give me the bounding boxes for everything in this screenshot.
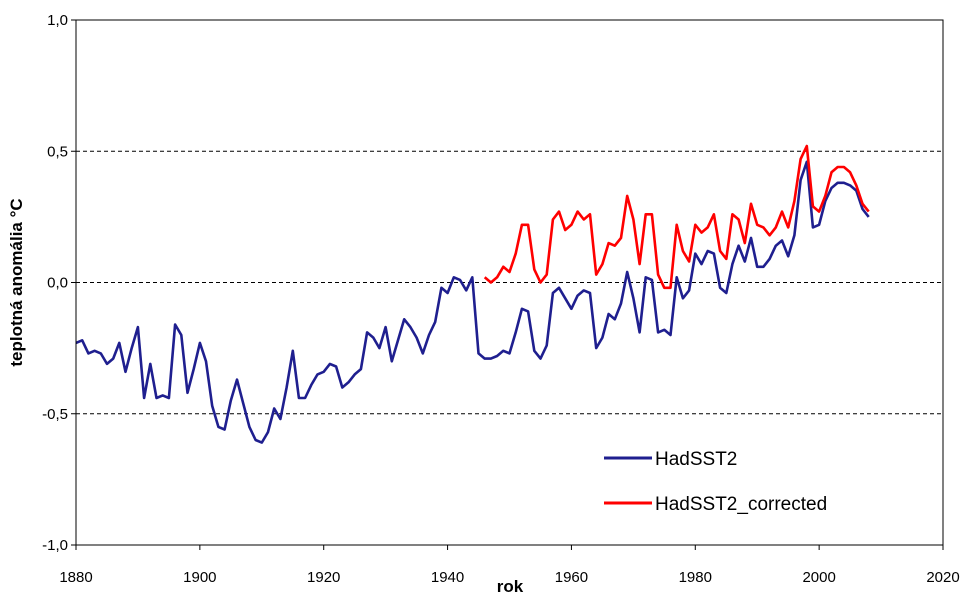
series-line-hadsst2-corrected — [483, 144, 870, 290]
x-tick-label: 2000 — [802, 569, 835, 586]
x-tick-label: 1880 — [59, 569, 92, 586]
x-tick-label: 2020 — [926, 569, 959, 586]
y-axis-label: teplotná anomália °C — [7, 198, 26, 366]
x-axis-label: rok — [497, 577, 524, 596]
y-tick-label: -0,5 — [42, 406, 68, 423]
series-line-hadsst2 — [75, 160, 870, 444]
legend: HadSST2 HadSST2_corrected — [604, 449, 827, 515]
grid-lines — [76, 150, 943, 415]
y-tick-label: 0,5 — [47, 143, 68, 160]
series-group — [75, 144, 870, 444]
legend-label-hadsst2: HadSST2 — [655, 449, 737, 470]
legend-label-hadsst2-corrected: HadSST2_corrected — [655, 494, 827, 515]
x-tick-label: 1900 — [183, 569, 216, 586]
x-tick-label: 1960 — [555, 569, 588, 586]
x-tick-label: 1940 — [431, 569, 464, 586]
y-tick-label: 0,0 — [47, 275, 68, 292]
x-tick-label: 1920 — [307, 569, 340, 586]
tick-group: 1,0 0,5 0,0 -0,5 -1,0 1880 1900 1920 1940 1960 198… — [42, 12, 960, 586]
y-tick-label: -1,0 — [42, 537, 68, 554]
y-tick-label: 1,0 — [47, 12, 68, 29]
x-tick-label: 1980 — [679, 569, 712, 586]
